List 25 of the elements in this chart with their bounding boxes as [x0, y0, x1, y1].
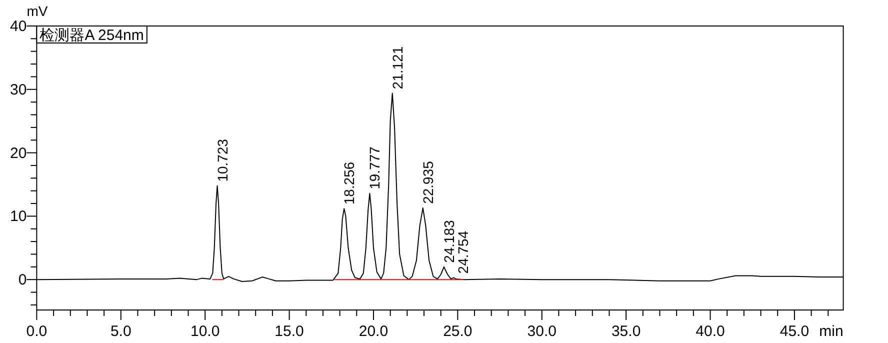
annotation: 24.754	[454, 230, 471, 274]
y-tick-label: 10	[10, 208, 27, 226]
annotation: 24.183	[440, 220, 457, 263]
x-tick-label: 45.0	[780, 323, 810, 340]
x-tick-label: 30.0	[527, 323, 556, 340]
annotation: 22.935	[420, 160, 436, 204]
y-tick-label: 30	[10, 81, 27, 98]
y-axis-title: mV	[26, 3, 48, 19]
x-axis-title: min	[819, 323, 844, 340]
y-tick-label: 40	[10, 18, 27, 35]
x-tick-label: 20.0	[358, 323, 388, 340]
annotation: 10.723	[214, 138, 230, 182]
legend-label: 检测器A 254nm	[40, 27, 144, 44]
x-tick-label: 5.0	[110, 323, 132, 340]
x-tick-label: 10.0	[190, 323, 220, 340]
x-tick-label: 15.0	[274, 323, 304, 340]
annotation: 21.121	[389, 46, 406, 90]
y-tick-label: 20	[10, 144, 27, 162]
x-tick-label: 0.0	[26, 323, 48, 340]
y-tick-label: 0	[18, 272, 27, 289]
x-tick-label: 25.0	[443, 323, 472, 340]
x-tick-label: 40.0	[696, 323, 725, 340]
annotation: 18.256	[341, 162, 358, 205]
annotation: 19.777	[366, 146, 383, 190]
x-tick-label: 35.0	[611, 323, 641, 340]
